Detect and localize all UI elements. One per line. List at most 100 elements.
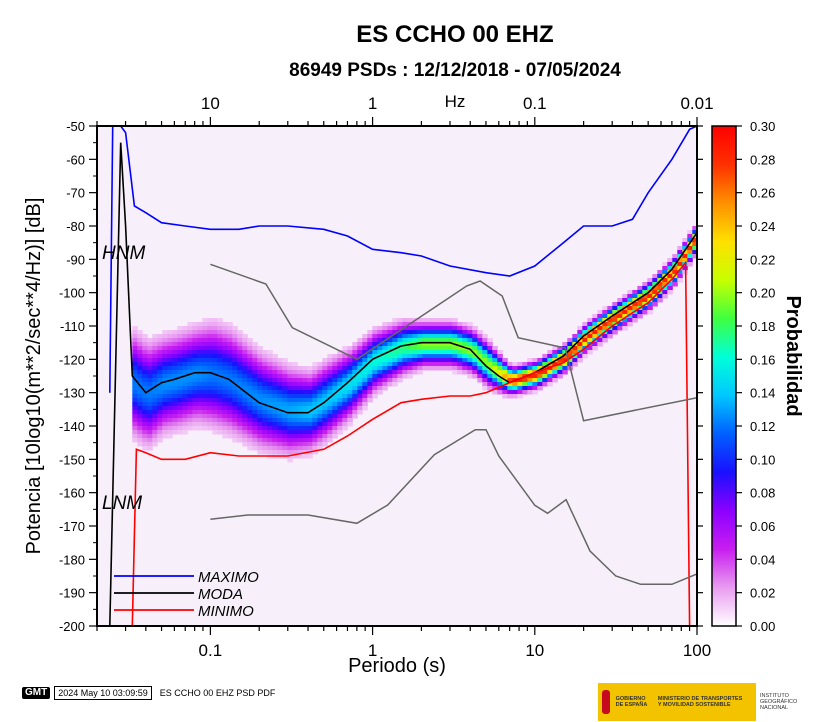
density-cell: [152, 442, 158, 447]
density-cell: [142, 370, 148, 375]
curve-lnm: [210, 428, 697, 586]
density-cell: [627, 318, 633, 323]
density-cell: [417, 342, 423, 347]
density-cell: [327, 422, 333, 427]
density-cell: [487, 342, 493, 347]
density-cell: [532, 382, 538, 387]
density-cell: [627, 298, 633, 303]
density-cell: [227, 418, 233, 423]
density-cell: [497, 370, 503, 375]
density-cell: [272, 418, 278, 423]
y-tick-label: -120: [59, 352, 85, 367]
density-cell: [402, 342, 408, 347]
density-cell: [132, 406, 138, 411]
density-cell: [487, 362, 493, 367]
density-cell: [382, 374, 388, 379]
density-cell: [512, 390, 518, 395]
density-cell: [422, 362, 428, 367]
density-cell: [157, 426, 163, 431]
density-cell: [482, 370, 488, 375]
density-cell: [672, 278, 678, 283]
density-cell: [202, 326, 208, 331]
density-cell: [307, 398, 313, 403]
density-cell: [342, 370, 348, 375]
density-cell: [232, 414, 238, 419]
density-cell: [267, 378, 273, 383]
density-cell: [467, 334, 473, 339]
density-cell: [427, 350, 433, 355]
density-cell: [467, 350, 473, 355]
density-cell: [167, 398, 173, 403]
density-cell: [182, 414, 188, 419]
density-cell: [152, 354, 158, 359]
density-cell: [167, 382, 173, 387]
density-cell: [397, 318, 403, 323]
density-cell: [417, 350, 423, 355]
density-cell: [227, 402, 233, 407]
density-cell: [297, 426, 303, 431]
density-cell: [462, 334, 468, 339]
density-cell: [242, 350, 248, 355]
density-cell: [142, 426, 148, 431]
density-cell: [492, 346, 498, 351]
x-axis: 0.1 1 10 100: [96, 117, 711, 660]
density-cell: [652, 278, 658, 283]
density-cell: [507, 362, 513, 367]
instituto-text: INSTITUTO GEOGRÁFICO NACIONAL: [760, 693, 798, 711]
density-cell: [287, 406, 293, 411]
density-cell: [197, 366, 203, 371]
density-cell: [212, 322, 218, 327]
density-cell: [172, 382, 178, 387]
density-cell: [447, 354, 453, 359]
density-cell: [662, 290, 668, 295]
density-cell: [132, 358, 138, 363]
density-cell: [507, 390, 513, 395]
density-cell: [472, 330, 478, 335]
density-cell: [147, 418, 153, 423]
density-cell: [132, 434, 138, 439]
footer-timestamp: 2024 May 10 03:09:59: [54, 686, 152, 700]
density-cell: [637, 290, 643, 295]
density-cell: [677, 270, 683, 275]
top-tick-label: 10: [201, 94, 220, 113]
density-cell: [267, 446, 273, 451]
density-cell: [132, 354, 138, 359]
density-cell: [452, 346, 458, 351]
density-cell: [367, 354, 373, 359]
density-cell: [577, 334, 583, 339]
density-cell: [462, 330, 468, 335]
density-cell: [487, 354, 493, 359]
density-cell: [277, 418, 283, 423]
density-cell: [562, 370, 568, 375]
density-cell: [157, 366, 163, 371]
density-cell: [572, 350, 578, 355]
density-cell: [247, 362, 253, 367]
density-cell: [322, 434, 328, 439]
density-cell: [207, 426, 213, 431]
density-cell: [572, 338, 578, 343]
density-cell: [362, 398, 368, 403]
density-cell: [442, 346, 448, 351]
density-cell: [372, 386, 378, 391]
density-cell: [387, 354, 393, 359]
density-cell: [577, 330, 583, 335]
density-cell: [447, 334, 453, 339]
density-cell: [277, 446, 283, 451]
density-cell: [407, 334, 413, 339]
density-cell: [142, 350, 148, 355]
density-cell: [557, 346, 563, 351]
density-cell: [262, 398, 268, 403]
density-cell: [397, 330, 403, 335]
density-cell: [357, 386, 363, 391]
density-cell: [227, 406, 233, 411]
density-cell: [192, 362, 198, 367]
density-cell: [322, 402, 328, 407]
density-cell: [247, 358, 253, 363]
density-cell: [437, 366, 443, 371]
density-cell: [247, 366, 253, 371]
density-cell: [577, 326, 583, 331]
density-cell: [222, 338, 228, 343]
y-tick-label: -140: [59, 419, 85, 434]
government-banner: GOBIERNO DE ESPAÑA MINISTERIO DE TRANSPO…: [598, 683, 824, 721]
y-tick-label: -160: [59, 486, 85, 501]
